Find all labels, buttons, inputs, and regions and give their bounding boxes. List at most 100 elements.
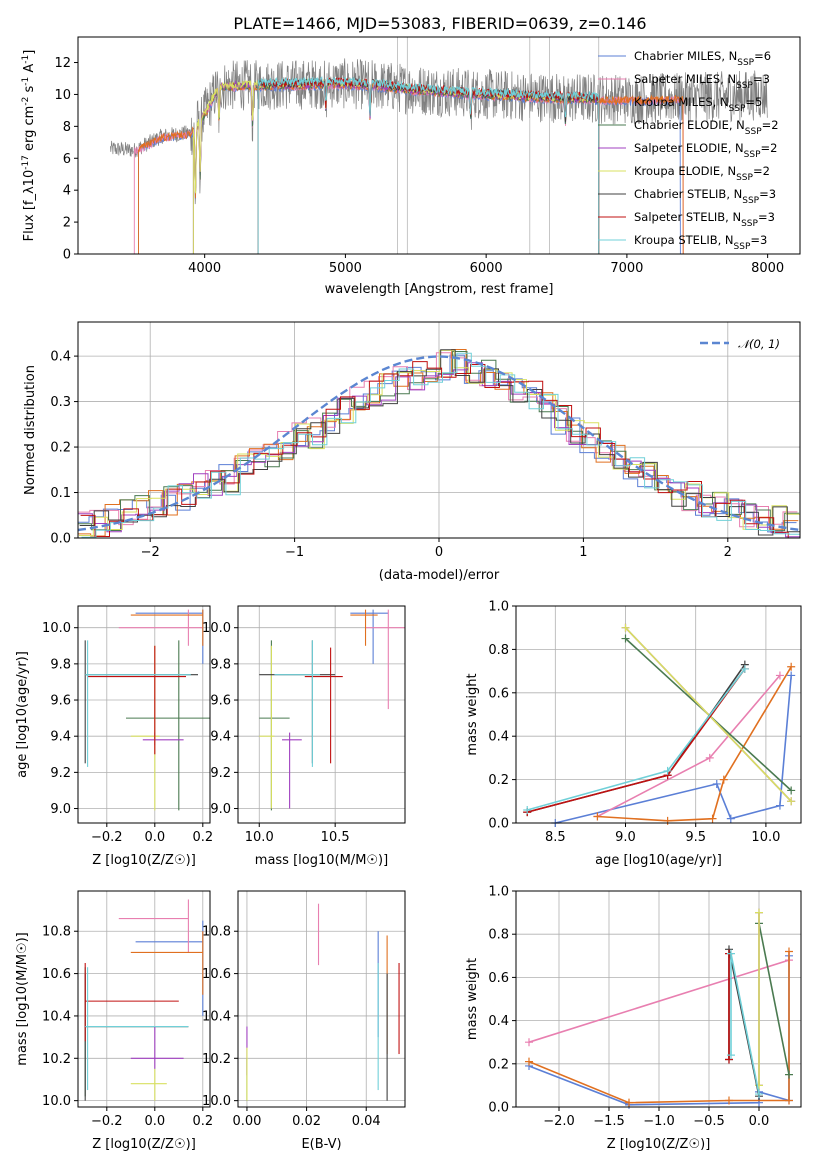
panel-1-frame (77, 321, 801, 539)
panel-1-xlabel: (data-model)/error (379, 568, 500, 583)
panel-0-ytick-label-6: 12 (54, 56, 71, 71)
panel-4-xtick-label-0: 8.5 (545, 830, 566, 845)
histogram-legend-label: 𝒩(0, 1) (738, 337, 780, 351)
panel-6-ytick-label-4: 10.8 (202, 925, 231, 940)
panel-6-ytick-label-3: 10.6 (202, 967, 231, 982)
panel-4-frame (515, 605, 802, 824)
panel-1-xtick-label-4: 2 (724, 545, 732, 560)
spectrum-model-line-8 (257, 76, 600, 254)
panel-6-ytick-label-0: 10.0 (202, 1094, 231, 1109)
spectrum-legend-label-4: Salpeter ELODIE, NSSP=2 (634, 141, 777, 160)
panel-0-xtick-label-2: 6000 (470, 261, 503, 276)
panel-0-xtick-label-1: 5000 (329, 261, 362, 276)
panel-5-ylabel: mass [log10(M/M☉)] (15, 932, 30, 1065)
panel-7-xtick-label-2: −1.0 (643, 1114, 675, 1129)
panel-7-ytick-label-1: 0.2 (488, 1057, 509, 1072)
panel-1-xtick-label-2: 0 (435, 545, 443, 560)
panel-7-xtick-label-4: 0.0 (749, 1114, 770, 1129)
panel-4-marker-8-1 (663, 766, 672, 775)
panel-4-marker-0-3 (775, 801, 784, 810)
panel-4-ytick-label-3: 0.6 (488, 686, 509, 701)
panel-4-marker-2-3 (719, 775, 728, 784)
panel-5-plot-area (84, 899, 204, 1101)
panel-3-ytick-label-5: 10.0 (202, 621, 231, 636)
panel-4-ytick-label-1: 0.2 (488, 773, 509, 788)
panel-4-xtick-label-1: 9.0 (615, 830, 636, 845)
panel-5-ytick-label-0: 10.0 (42, 1094, 71, 1109)
histogram-legend: 𝒩(0, 1) (700, 337, 780, 351)
panel-7-ytick-label-3: 0.6 (488, 971, 509, 986)
panel-3-frame (237, 605, 406, 824)
spectrum-legend-label-3: Chabrier ELODIE, NSSP=2 (634, 118, 779, 137)
histogram-step-4 (78, 362, 800, 538)
panel-4-marker-8-0 (523, 805, 532, 814)
panel-2-xtick-label-2: 0.2 (192, 830, 213, 845)
panel-7-ytick-label-5: 1.0 (488, 885, 509, 900)
histogram-plot-area (78, 349, 800, 538)
panel-4-ytick-label-0: 0.0 (488, 817, 509, 832)
panel-4-marker-1-1 (705, 753, 714, 762)
panel-4-xtick-label-2: 9.5 (685, 830, 706, 845)
panel-7-ylabel: mass weight (465, 958, 480, 1040)
panel-1-ytick-label-3: 0.3 (50, 395, 71, 410)
panel-7-frame (515, 890, 802, 1108)
panel-5-frame (77, 890, 211, 1108)
panel-4-marker-5-1 (787, 797, 796, 806)
spectrum-legend: Chabrier MILES, NSSP=6 Salpeter MILES, NS… (598, 49, 779, 252)
panel-5-ytick-label-1: 10.2 (42, 1052, 71, 1067)
panel-1-xtick-label-3: 1 (579, 545, 587, 560)
panel-2-ylabel: age [log10(age/yr)] (15, 651, 30, 778)
panel-4-marker-3-1 (787, 786, 796, 795)
panel-2-ytick-label-1: 9.2 (50, 766, 71, 781)
spectrum-legend-label-0: Chabrier MILES, NSSP=6 (634, 49, 771, 68)
panel-4-marker-1-2 (775, 671, 784, 680)
panel-2-xlabel: Z [log10(Z/Z☉)] (92, 853, 196, 868)
normal-reference-curve (78, 355, 800, 532)
spectrum-data-line (110, 58, 768, 205)
panel-7-marker-2-1 (625, 1098, 633, 1107)
panel-3-ytick-label-3: 9.6 (210, 694, 231, 709)
panel-5-xlabel: Z [log10(Z/Z☉)] (92, 1137, 196, 1152)
panel-5-xtick-label-2: 0.2 (192, 1114, 213, 1129)
panel-4-ytick-label-5: 1.0 (488, 600, 509, 615)
panel-0-ylabel: Flux [f_λ10-17 erg cm-2 s-1 A-1] (21, 50, 37, 242)
panel-7-marker-2-3 (785, 1096, 793, 1105)
panel-0-frame (77, 36, 801, 255)
panel-7-ytick-label-4: 0.8 (488, 928, 509, 943)
panel-7-ytick-label-0: 0.0 (488, 1101, 509, 1116)
panel-0-ytick-label-3: 6 (63, 152, 71, 167)
spectrum-title: PLATE=1466, MJD=53083, FIBERID=0639, z=0… (233, 14, 646, 33)
panel-4-marker-3-0 (621, 634, 630, 643)
panel-6-ytick-label-2: 10.4 (202, 1009, 231, 1024)
panel-0-xtick-label-4: 8000 (751, 261, 784, 276)
panel-4-marker-0-4 (787, 671, 796, 680)
panel-1-ytick-label-1: 0.1 (50, 486, 71, 501)
panel-4-marker-2-2 (708, 814, 717, 823)
panel-1-xtick-label-1: −1 (285, 545, 304, 560)
spectrum-plot-area (110, 37, 768, 254)
panel-0-xtick-label-3: 7000 (610, 261, 643, 276)
panel-6-frame (237, 890, 406, 1108)
histogram-step-7 (80, 361, 800, 538)
panel-4-marker-5-0 (621, 623, 630, 632)
panel-6-xtick-label-1: 0.02 (292, 1114, 321, 1129)
panel-6-plot-area (246, 903, 400, 1101)
histogram-step-5 (78, 349, 800, 536)
panel-0-ytick-label-1: 2 (63, 216, 71, 231)
panel-3-axes: 10.0 10.5 9.0 9.2 9.4 9.6 9.8 10.0 (202, 606, 405, 845)
histogram-step-8 (81, 352, 800, 538)
panel-3-ytick-label-1: 9.2 (210, 766, 231, 781)
panel-3-plot-area (259, 609, 405, 811)
panel-7-xtick-label-3: −0.5 (693, 1114, 725, 1129)
panel-0-axes: 4000 5000 6000 7000 8000 0 2 4 6 8 10 12 (54, 56, 784, 276)
panel-3-xtick-label-1: 10.5 (321, 830, 350, 845)
panel-3-xtick-label-0: 10.0 (245, 830, 274, 845)
panel-4-xtick-label-3: 10.0 (751, 830, 780, 845)
panel-3-ytick-label-4: 9.8 (210, 657, 231, 672)
panel-5-xtick-label-0: −0.2 (91, 1114, 123, 1129)
panel-0-ytick-label-0: 0 (63, 248, 71, 263)
panel-0-xtick-label-0: 4000 (188, 261, 221, 276)
panel-7-xtick-label-1: −1.5 (593, 1114, 625, 1129)
